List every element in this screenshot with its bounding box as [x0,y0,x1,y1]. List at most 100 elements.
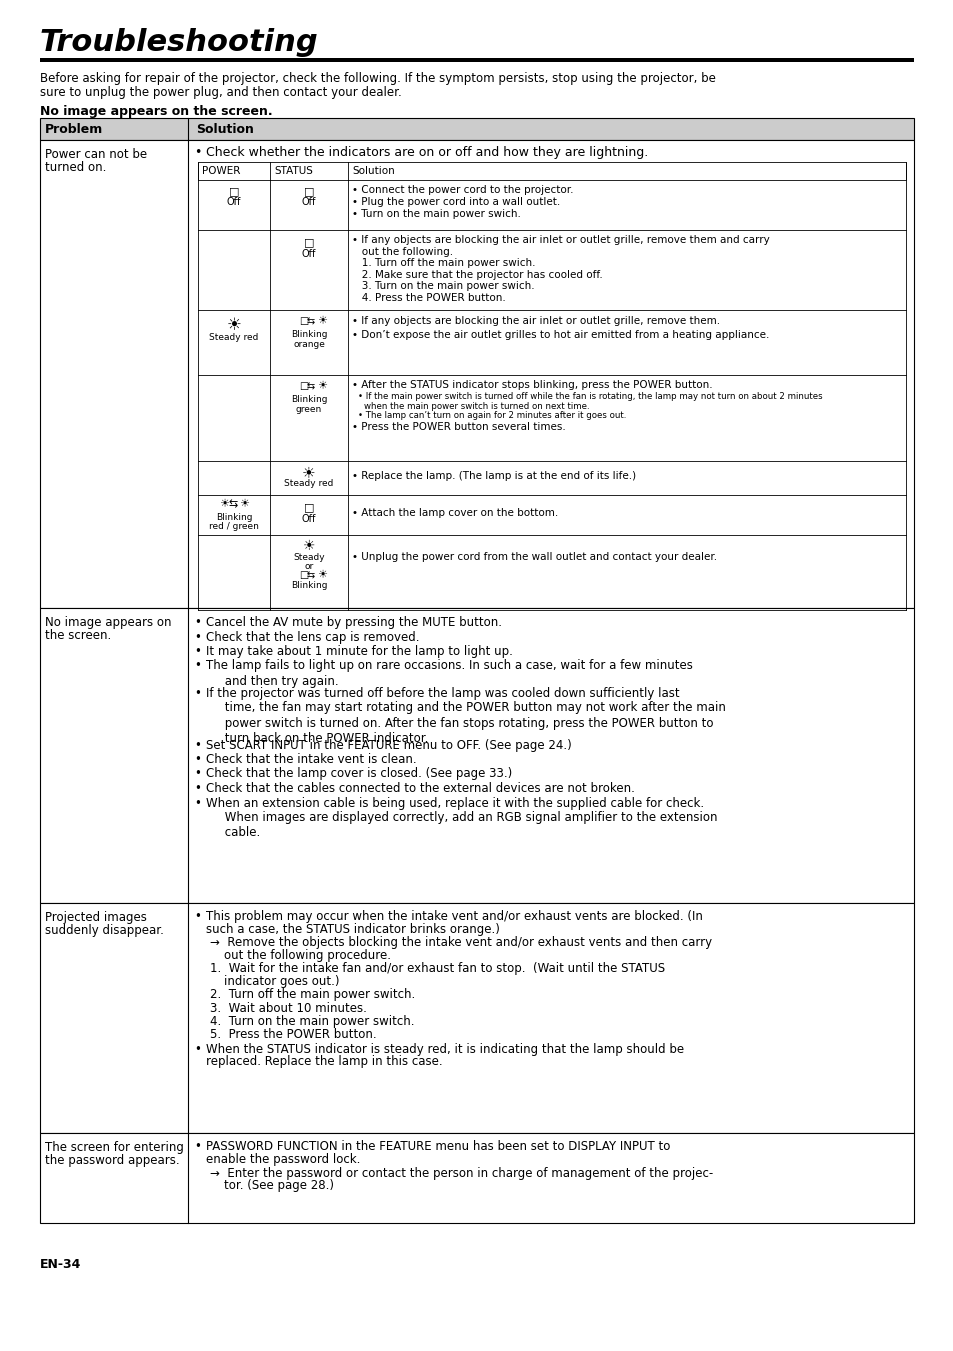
Text: suddenly disappear.: suddenly disappear. [45,924,164,938]
Text: □: □ [298,316,308,326]
Text: Off: Off [301,513,315,524]
Text: out the following procedure.: out the following procedure. [224,948,391,962]
Text: • Unplug the power cord from the wall outlet and contact your dealer.: • Unplug the power cord from the wall ou… [352,553,717,562]
Text: • The lamp can’t turn on again for 2 minutes after it goes out.: • The lamp can’t turn on again for 2 min… [357,411,626,420]
Text: 1.  Wait for the intake fan and/or exhaust fan to stop.  (Wait until the STATUS: 1. Wait for the intake fan and/or exhaus… [210,962,664,975]
Text: Troubleshooting: Troubleshooting [40,28,318,57]
Text: Steady: Steady [293,553,324,562]
Text: Problem: Problem [45,123,103,136]
Text: ⇆: ⇆ [307,570,314,580]
Text: •: • [193,1140,201,1152]
Bar [40,141,913,608]
Text: Off: Off [301,197,315,207]
Text: It may take about 1 minute for the lamp to light up.: It may take about 1 minute for the lamp … [206,644,513,658]
Text: Steady red: Steady red [284,480,334,488]
Bar [40,1133,913,1223]
Text: •: • [193,146,201,159]
Bar [40,118,913,141]
Text: 4.  Turn on the main power switch.: 4. Turn on the main power switch. [210,1015,414,1028]
Text: ☀: ☀ [316,316,327,326]
Text: sure to unplug the power plug, and then contact your dealer.: sure to unplug the power plug, and then … [40,86,401,99]
Text: ☀: ☀ [219,499,229,509]
Text: when the main power switch is turned on next time.: when the main power switch is turned on … [364,403,589,411]
Text: •: • [193,911,201,923]
Text: Set SCART INPUT in the FEATURE menu to OFF. (See page 24.): Set SCART INPUT in the FEATURE menu to O… [206,739,571,751]
Text: This problem may occur when the intake vent and/or exhaust vents are blocked. (I: This problem may occur when the intake v… [206,911,702,923]
Text: Before asking for repair of the projector, check the following. If the symptom p: Before asking for repair of the projecto… [40,72,715,85]
Text: 2.  Turn off the main power switch.: 2. Turn off the main power switch. [210,988,415,1001]
Bar [40,58,913,62]
Bar [40,608,913,902]
Text: • If any objects are blocking the air inlet or outlet grille, remove them and ca: • If any objects are blocking the air in… [352,235,769,303]
Text: Blinking: Blinking [291,394,327,404]
Text: The screen for entering: The screen for entering [45,1142,184,1154]
Text: ☀: ☀ [239,499,249,509]
Text: EN-34: EN-34 [40,1258,81,1271]
Text: Check that the intake vent is clean.: Check that the intake vent is clean. [206,753,416,766]
Text: Off: Off [227,197,241,207]
Text: Check that the lens cap is removed.: Check that the lens cap is removed. [206,631,419,643]
Text: Blinking: Blinking [291,581,327,590]
Text: •: • [193,739,201,751]
Text: Check that the cables connected to the external devices are not broken.: Check that the cables connected to the e… [206,782,634,794]
Text: ⇆: ⇆ [307,316,314,326]
Text: No image appears on the screen.: No image appears on the screen. [40,105,273,118]
Text: • If the main power switch is turned off while the fan is rotating, the lamp may: • If the main power switch is turned off… [357,392,821,401]
Text: ☀: ☀ [226,316,241,334]
Text: Check whether the indicators are on or off and how they are lightning.: Check whether the indicators are on or o… [206,146,648,159]
Text: STATUS: STATUS [274,166,313,176]
Text: enable the password lock.: enable the password lock. [206,1152,360,1166]
Text: If the projector was turned off before the lamp was cooled down sufficiently las: If the projector was turned off before t… [206,686,725,744]
Text: or: or [304,562,314,571]
Text: 3.  Wait about 10 minutes.: 3. Wait about 10 minutes. [210,1001,367,1015]
Text: Power can not be: Power can not be [45,149,147,161]
Text: When the STATUS indicator is steady red, it is indicating that the lamp should b: When the STATUS indicator is steady red,… [206,1043,683,1056]
Text: Solution: Solution [195,123,253,136]
Text: red / green: red / green [209,521,258,531]
Text: □: □ [298,381,308,390]
Text: Off: Off [301,249,315,259]
Text: such a case, the STATUS indicator brinks orange.): such a case, the STATUS indicator brinks… [206,923,499,935]
Text: the screen.: the screen. [45,630,112,642]
Text: the password appears.: the password appears. [45,1154,179,1167]
Text: □: □ [303,236,314,247]
Text: • If any objects are blocking the air inlet or outlet grille, remove them.: • If any objects are blocking the air in… [352,316,720,326]
Text: •: • [193,797,201,809]
Text: • Attach the lamp cover on the bottom.: • Attach the lamp cover on the bottom. [352,508,558,517]
Text: POWER: POWER [202,166,240,176]
Text: No image appears on: No image appears on [45,616,172,630]
Text: ☀: ☀ [316,570,327,580]
Text: The lamp fails to light up on rare occasions. In such a case, wait for a few min: The lamp fails to light up on rare occas… [206,659,692,688]
Bar [198,162,905,180]
Text: •: • [193,686,201,700]
Text: • After the STATUS indicator stops blinking, press the POWER button.: • After the STATUS indicator stops blink… [352,380,712,390]
Text: • Connect the power cord to the projector.: • Connect the power cord to the projecto… [352,185,573,195]
Text: Steady red: Steady red [209,332,258,342]
Text: →  Enter the password or contact the person in charge of management of the proje: → Enter the password or contact the pers… [210,1167,713,1179]
Text: • Press the POWER button several times.: • Press the POWER button several times. [352,422,565,432]
Text: □: □ [298,570,308,580]
Text: →  Remove the objects blocking the intake vent and/or exhaust vents and then car: → Remove the objects blocking the intake… [210,936,711,948]
Text: PASSWORD FUNCTION in the FEATURE menu has been set to DISPLAY INPUT to: PASSWORD FUNCTION in the FEATURE menu ha… [206,1140,670,1152]
Text: □: □ [229,186,239,196]
Text: • Turn on the main power swich.: • Turn on the main power swich. [352,209,520,219]
Text: Cancel the AV mute by pressing the MUTE button.: Cancel the AV mute by pressing the MUTE … [206,616,501,630]
Text: □: □ [303,186,314,196]
Text: indicator goes out.): indicator goes out.) [224,974,339,988]
Text: tor. (See page 28.): tor. (See page 28.) [224,1179,334,1193]
Text: Solution: Solution [352,166,395,176]
Text: •: • [193,782,201,794]
Text: ☀: ☀ [302,465,315,480]
Text: •: • [193,767,201,781]
Text: • Plug the power cord into a wall outlet.: • Plug the power cord into a wall outlet… [352,197,559,207]
Text: • Don’t expose the air outlet grilles to hot air emitted from a heating applianc: • Don’t expose the air outlet grilles to… [352,330,768,340]
Text: Blinking: Blinking [215,513,252,521]
Text: replaced. Replace the lamp in this case.: replaced. Replace the lamp in this case. [206,1055,442,1069]
Text: •: • [193,616,201,630]
Text: •: • [193,631,201,643]
Text: Check that the lamp cover is closed. (See page 33.): Check that the lamp cover is closed. (Se… [206,767,512,781]
Text: When an extension cable is being used, replace it with the supplied cable for ch: When an extension cable is being used, r… [206,797,717,839]
Text: orange: orange [293,340,325,349]
Text: □: □ [303,503,314,512]
Text: 5.  Press the POWER button.: 5. Press the POWER button. [210,1028,376,1042]
